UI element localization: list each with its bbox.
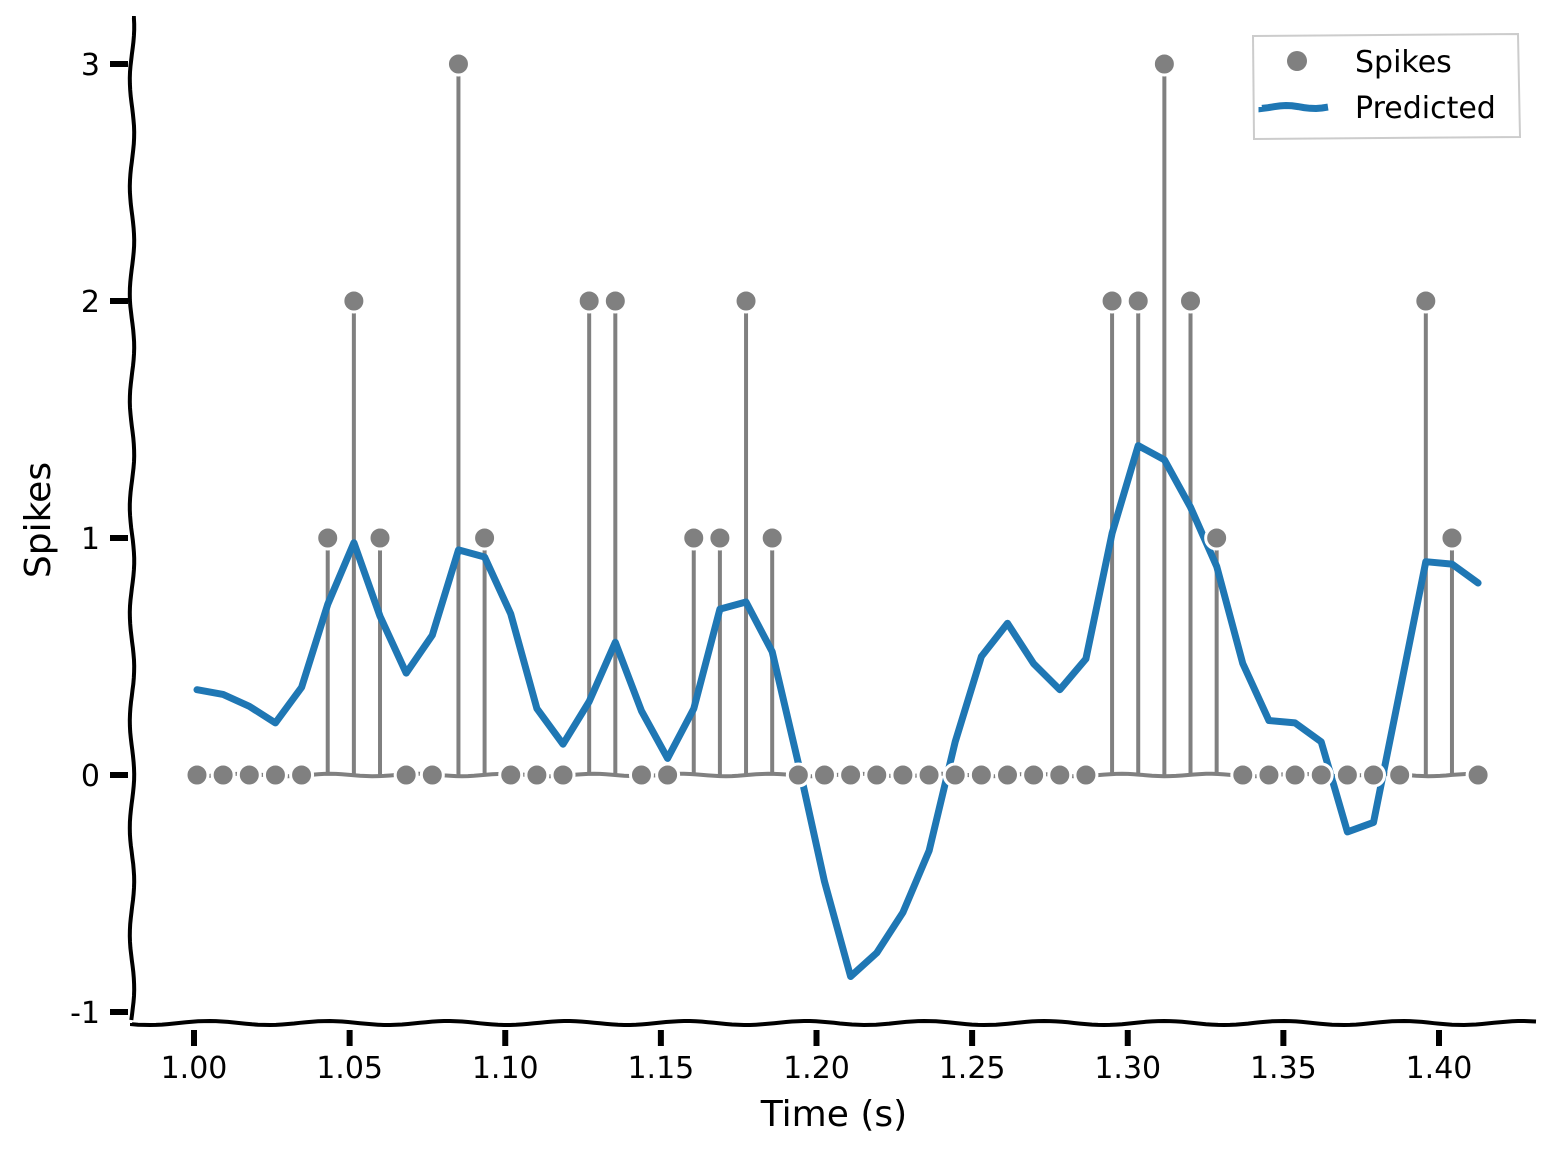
spike-marker <box>655 762 681 788</box>
spike-marker <box>1073 762 1099 788</box>
legend-spikes-marker <box>1287 51 1307 71</box>
spike-marker <box>1439 525 1465 551</box>
spike-marker <box>733 288 759 314</box>
spike-marker <box>1047 762 1073 788</box>
spike-marker <box>1387 762 1413 788</box>
spike-marker <box>968 762 994 788</box>
spike-marker <box>942 762 968 788</box>
spike-marker <box>210 762 236 788</box>
spike-marker <box>1021 762 1047 788</box>
x-tick-label: 1.10 <box>472 1051 539 1086</box>
x-axis-title: Time (s) <box>760 1094 907 1135</box>
spike-marker <box>184 762 210 788</box>
spike-marker <box>602 288 628 314</box>
spike-marker <box>236 762 262 788</box>
spike-marker <box>1256 762 1282 788</box>
spike-marker <box>498 762 524 788</box>
y-axis-ticks: -1 0 1 2 3 <box>70 48 128 1031</box>
spike-marker <box>393 762 419 788</box>
x-tick-label: 1.20 <box>783 1051 850 1086</box>
x-tick-label: 1.15 <box>627 1051 694 1086</box>
x-tick-label: 1.35 <box>1250 1051 1317 1086</box>
spike-marker <box>890 762 916 788</box>
spike-marker <box>1361 762 1387 788</box>
spike-marker <box>1204 525 1230 551</box>
y-tick-label: 0 <box>81 759 100 794</box>
stem-lines <box>325 64 1454 775</box>
x-tick-label: 1.40 <box>1406 1051 1473 1086</box>
y-tick-label: 3 <box>81 48 100 83</box>
spike-marker <box>681 525 707 551</box>
y-tick-label: -1 <box>70 996 100 1031</box>
spike-marker <box>916 762 942 788</box>
spike-marker <box>419 762 445 788</box>
y-axis-line <box>127 16 137 1021</box>
spike-marker <box>838 762 864 788</box>
spike-marker <box>1308 762 1334 788</box>
y-tick-label: 2 <box>81 285 100 320</box>
spike-marker <box>1465 762 1491 788</box>
legend-spikes-label: Spikes <box>1355 45 1452 80</box>
x-axis-ticks: 1.00 1.05 1.10 1.15 1.20 1.25 1.30 1.35 1.40 <box>161 1030 1473 1086</box>
x-tick-label: 1.30 <box>1094 1051 1161 1086</box>
x-axis-line <box>130 1018 1537 1028</box>
spike-marker <box>1099 288 1125 314</box>
spike-marker <box>367 525 393 551</box>
spike-marker <box>550 762 576 788</box>
predicted-series-line <box>193 442 1482 980</box>
spike-marker <box>1125 288 1151 314</box>
spike-marker <box>1282 762 1308 788</box>
spike-marker <box>1334 762 1360 788</box>
spike-marker <box>524 762 550 788</box>
legend-predicted-line <box>1258 101 1329 113</box>
spike-marker <box>994 762 1020 788</box>
legend-box <box>1251 32 1522 141</box>
spike-marker <box>289 762 315 788</box>
spike-marker <box>1413 288 1439 314</box>
x-tick-label: 1.05 <box>316 1051 383 1086</box>
spike-marker <box>341 288 367 314</box>
spike-marker <box>445 51 471 77</box>
y-tick-label: 1 <box>81 522 100 557</box>
spike-marker <box>707 525 733 551</box>
spike-marker <box>759 525 785 551</box>
spike-marker <box>472 525 498 551</box>
legend: Spikes Predicted <box>1251 32 1522 141</box>
spike-markers <box>184 51 1491 788</box>
y-axis-title: Spikes <box>18 462 59 578</box>
x-tick-label: 1.00 <box>161 1051 228 1086</box>
spike-marker <box>785 762 811 788</box>
spike-marker <box>576 288 602 314</box>
spike-marker <box>1151 51 1177 77</box>
spike-marker <box>811 762 837 788</box>
spike-marker <box>1178 288 1204 314</box>
x-tick-label: 1.25 <box>939 1051 1006 1086</box>
spike-marker <box>262 762 288 788</box>
spike-marker <box>1230 762 1256 788</box>
spike-marker <box>315 525 341 551</box>
legend-predicted-label: Predicted <box>1355 91 1496 126</box>
spike-marker <box>628 762 654 788</box>
spike-marker <box>864 762 890 788</box>
